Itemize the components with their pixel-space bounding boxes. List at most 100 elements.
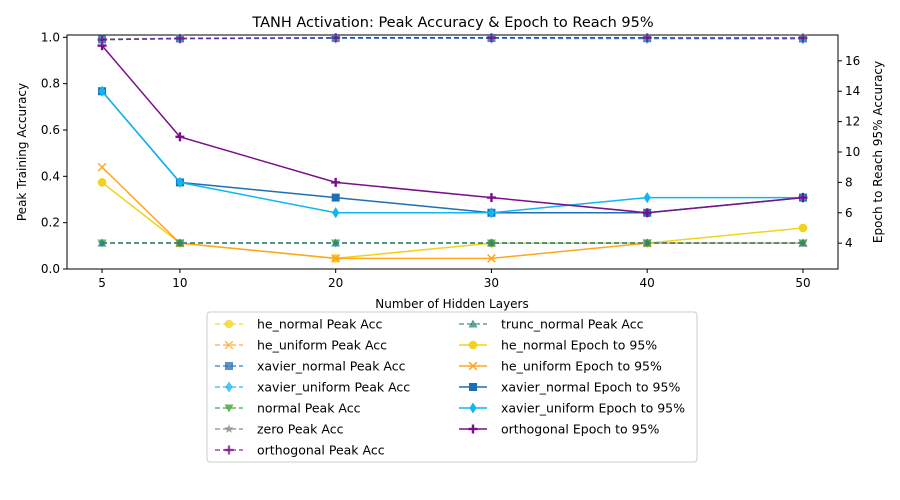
y-tick-label-left: 0.0 [41, 262, 60, 276]
legend-marker [468, 361, 478, 371]
series-line [101, 90, 804, 214]
legend-marker [468, 319, 478, 328]
x-tick-label: 40 [640, 276, 655, 290]
data-point [331, 177, 341, 187]
y-tick-label-left: 1.0 [41, 30, 60, 44]
data-point [798, 238, 808, 247]
legend-marker [224, 340, 234, 350]
legend-entry: orthogonal Epoch to 95% [459, 422, 660, 437]
legend-marker [469, 402, 477, 414]
legend-entry: xavier_normal Peak Acc [215, 359, 406, 374]
data-point [642, 33, 652, 43]
data-point [331, 33, 341, 43]
data-point [331, 254, 341, 263]
legend-marker [225, 381, 233, 393]
legend-label: he_normal Peak Acc [257, 317, 382, 332]
legend-marker [468, 424, 478, 434]
legend-entry: xavier_uniform Epoch to 95% [459, 401, 685, 416]
data-point [486, 33, 496, 43]
legend-label: xavier_uniform Peak Acc [257, 380, 410, 395]
legend-entry: xavier_uniform Peak Acc [215, 380, 410, 395]
data-point [486, 238, 496, 247]
legend-entry: he_uniform Epoch to 95% [459, 359, 662, 374]
data-point [798, 33, 808, 43]
legend-label: orthogonal Peak Acc [257, 443, 385, 458]
legend-marker [224, 445, 234, 455]
legend-entry: xavier_normal Epoch to 95% [459, 380, 680, 395]
x-tick-label: 10 [172, 276, 187, 290]
x-tick-label: 5 [98, 276, 106, 290]
x-tick-label: 30 [484, 276, 499, 290]
plot-area: 5 10 20 30 40 50 0.0 0.2 0.4 0.6 0.8 1.0 4 6 8 10 12 14 16 [41, 30, 860, 290]
y-tick-label-right: 12 [845, 115, 860, 129]
y-tick-label-right: 6 [845, 206, 853, 220]
legend-label: trunc_normal Peak Acc [501, 317, 644, 332]
legend-entry: he_normal Peak Acc [215, 317, 382, 332]
data-point [798, 223, 808, 233]
legend-label: xavier_uniform Epoch to 95% [501, 401, 685, 416]
y-tick-label-right: 14 [845, 84, 860, 98]
y-tick-label-right: 10 [845, 145, 860, 159]
series-trunc-normal-peak-acc [97, 238, 808, 247]
legend-label: zero Peak Acc [257, 422, 344, 437]
legend-marker [224, 404, 234, 413]
series-he-normal-epoch-to-95- [97, 178, 808, 263]
data-point [487, 254, 496, 263]
data-point [175, 132, 185, 142]
legend-marker [225, 362, 233, 370]
data-point [487, 207, 496, 219]
y-tick-label-left: 0.4 [41, 169, 60, 183]
legend-label: normal Peak Acc [257, 401, 361, 416]
legend-entry: zero Peak Acc [215, 422, 344, 437]
series-line [102, 37, 803, 41]
series-line [101, 90, 803, 214]
data-point [642, 238, 652, 247]
series-orthogonal-epoch-to-95- [97, 41, 808, 218]
legend-marker [469, 383, 477, 391]
legend-entry: he_uniform Peak Acc [215, 338, 387, 353]
series-xavier-uniform-epoch-to-95- [98, 85, 807, 219]
data-point [175, 238, 185, 247]
x-tick-label: 50 [795, 276, 810, 290]
legend-entry: trunc_normal Peak Acc [459, 317, 644, 332]
data-point [643, 192, 651, 204]
data-point [97, 162, 107, 172]
legend-marker [224, 424, 234, 433]
data-point [97, 35, 107, 45]
legend: he_normal Peak Acc he_uniform Peak Acc xav… [206, 311, 698, 463]
data-point [331, 238, 341, 247]
legend-entry: orthogonal Peak Acc [215, 443, 385, 458]
y-axis-label-right: Epoch to Reach 95% Accuracy [871, 61, 885, 243]
y-tick-label-left: 0.6 [41, 123, 60, 137]
data-point [97, 238, 107, 247]
data-point [798, 193, 808, 203]
y-tick-label-right: 16 [845, 54, 860, 68]
legend-entry: normal Peak Acc [215, 401, 361, 416]
legend-label: xavier_normal Peak Acc [257, 359, 406, 374]
data-point [176, 176, 184, 188]
y-tick-label-right: 8 [845, 175, 853, 189]
legend-marker [224, 319, 234, 329]
plot-frame [66, 34, 839, 270]
data-point [98, 85, 106, 97]
x-axis-label: Number of Hidden Layers [375, 297, 529, 311]
data-point [642, 208, 652, 218]
legend-label: he_normal Epoch to 95% [501, 338, 657, 353]
legend-label: he_uniform Peak Acc [257, 338, 387, 353]
legend-label: he_uniform Epoch to 95% [501, 359, 662, 374]
data-point [331, 193, 340, 202]
legend-label: xavier_normal Epoch to 95% [501, 380, 680, 395]
data-point [97, 178, 107, 187]
y-tick-label-left: 0.2 [41, 216, 60, 230]
data-point [486, 193, 496, 203]
legend-entry: he_normal Epoch to 95% [459, 338, 657, 353]
data-point [175, 33, 185, 43]
x-tick-label: 20 [328, 276, 343, 290]
series-line [101, 45, 804, 214]
series-line [101, 181, 804, 260]
y-axis-label-left: Peak Training Accuracy [15, 83, 29, 221]
legend-box [206, 311, 698, 463]
chart-title: TANH Activation: Peak Accuracy & Epoch t… [251, 15, 653, 31]
y-tick-label-left: 0.8 [41, 77, 60, 91]
